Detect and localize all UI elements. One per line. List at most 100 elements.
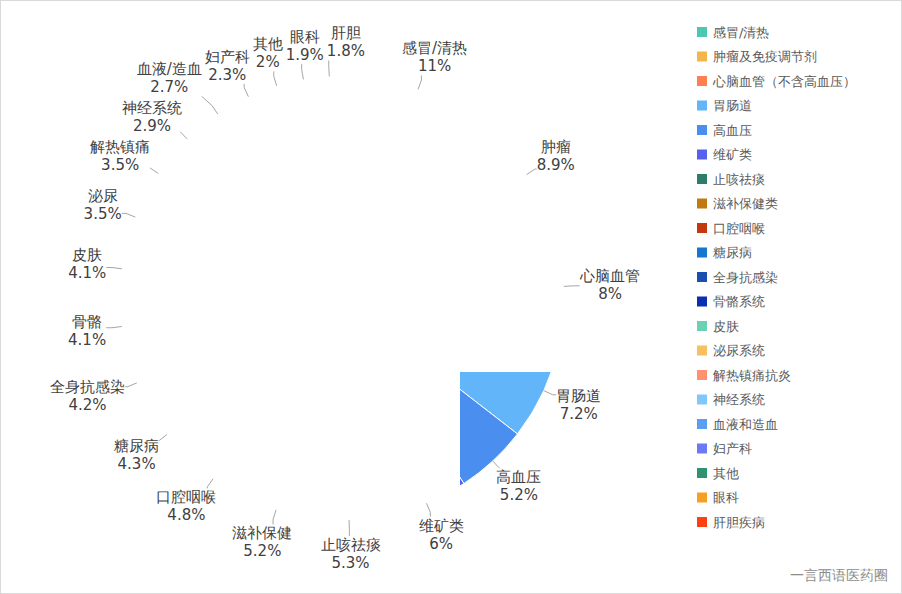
leader-lines — [106, 60, 580, 535]
data-label-value: 3.5% — [101, 156, 139, 174]
data-label: 血液/造血2.7% — [137, 60, 202, 96]
data-label: 全身抗感染4.2% — [50, 378, 125, 414]
data-label-value: 1.8% — [327, 42, 365, 60]
legend-label: 其他 — [713, 466, 739, 481]
leader-line — [150, 168, 158, 174]
data-label-value: 4.3% — [118, 455, 156, 473]
leader-line — [527, 169, 537, 175]
leader-line — [273, 510, 276, 524]
leader-line — [244, 84, 248, 97]
data-label-value: 2.7% — [150, 78, 188, 96]
data-label-name: 皮肤 — [72, 246, 102, 264]
data-label-value: 7.2% — [560, 405, 598, 423]
watermark: 一言西语医药圈 — [790, 567, 888, 583]
data-labels: 感冒/清热11%肿瘤8.9%心脑血管8%胃肠道7.2%高血压5.2%维矿类6%止… — [50, 24, 640, 571]
legend-label: 感冒/清热 — [713, 25, 769, 40]
data-label: 其他2% — [253, 35, 283, 71]
data-label-name: 滋补保健 — [232, 524, 292, 542]
legend-label: 肝胆疾病 — [713, 515, 765, 530]
legend-swatch — [697, 174, 707, 184]
leader-line — [106, 326, 122, 327]
legend-item: 肿瘤及免疫调节剂 — [697, 49, 817, 64]
legend-swatch — [697, 321, 707, 331]
data-label: 糖尿病4.3% — [114, 437, 159, 473]
data-label: 眼科1.9% — [286, 28, 324, 64]
data-label-value: 4.1% — [68, 331, 106, 349]
leader-line — [122, 213, 136, 217]
leader-line — [418, 75, 421, 89]
legend-item: 止咳祛痰 — [697, 172, 765, 187]
leader-line — [349, 520, 350, 536]
data-label-value: 11% — [418, 57, 451, 75]
pie — [460, 372, 564, 520]
legend-label: 高血压 — [713, 123, 752, 138]
leader-line — [544, 391, 556, 395]
legend-item: 全身抗感染 — [697, 270, 778, 285]
legend-swatch — [697, 517, 707, 527]
data-label-value: 4.1% — [68, 264, 106, 282]
legend-swatch — [697, 150, 707, 160]
leader-line — [106, 268, 122, 269]
legend-swatch — [697, 419, 707, 429]
legend-label: 肿瘤及免疫调节剂 — [713, 49, 817, 64]
legend-item: 维矿类 — [697, 147, 752, 162]
legend-label: 神经系统 — [713, 392, 765, 407]
slice — [460, 372, 517, 484]
legend-label: 维矿类 — [713, 147, 752, 162]
legend-item: 骨骼系统 — [697, 294, 765, 309]
data-label: 妇产科2.3% — [205, 48, 250, 84]
chart: 感冒/清热11%肿瘤8.9%心脑血管8%胃肠道7.2%高血压5.2%维矿类6%止… — [0, 0, 902, 594]
legend-item: 感冒/清热 — [697, 25, 769, 40]
data-label-name: 高血压 — [496, 468, 541, 486]
legend-label: 解热镇痛抗炎 — [713, 368, 791, 383]
legend-swatch — [697, 223, 707, 233]
data-label: 口腔咽喉4.8% — [156, 488, 216, 524]
legend-item: 高血压 — [697, 123, 752, 138]
data-label-value: 6% — [429, 535, 453, 553]
legend-label: 口腔咽喉 — [713, 221, 765, 236]
data-label-value: 5.2% — [243, 542, 281, 560]
legend-swatch — [697, 76, 707, 86]
data-label: 维矿类6% — [419, 517, 464, 553]
data-label: 神经系统2.9% — [122, 99, 182, 135]
legend-swatch — [697, 272, 707, 282]
data-label: 止咳祛痰5.3% — [321, 536, 381, 572]
data-label: 高血压5.2% — [496, 468, 541, 504]
data-label-name: 口腔咽喉 — [156, 488, 216, 506]
data-label-name: 妇产科 — [205, 48, 250, 66]
legend-swatch — [697, 444, 707, 454]
data-label: 感冒/清热11% — [402, 39, 467, 75]
legend-swatch — [697, 395, 707, 405]
data-label-value: 2.9% — [133, 117, 171, 135]
data-label-name: 泌尿 — [88, 187, 118, 205]
data-label-name: 糖尿病 — [114, 437, 159, 455]
legend-label: 皮肤 — [713, 319, 739, 334]
legend-item: 血液和造血 — [697, 417, 778, 432]
legend-item: 心脑血管（不含高血压） — [697, 74, 856, 89]
leader-line — [274, 71, 277, 85]
leader-line — [202, 96, 218, 114]
slice — [460, 372, 464, 516]
data-label-name: 感冒/清热 — [402, 39, 467, 57]
legend-swatch — [697, 468, 707, 478]
data-label-name: 全身抗感染 — [50, 378, 125, 396]
legend-swatch — [697, 27, 707, 37]
data-label-value: 1.9% — [286, 46, 324, 64]
data-label-name: 眼科 — [290, 28, 320, 46]
legend-swatch — [697, 346, 707, 356]
data-label: 肿瘤8.9% — [537, 138, 575, 174]
data-label: 皮肤4.1% — [68, 246, 106, 282]
data-label-value: 2.3% — [208, 66, 246, 84]
legend-label: 眼科 — [713, 490, 739, 505]
legend-item: 解热镇痛抗炎 — [697, 368, 791, 383]
legend-item: 口腔咽喉 — [697, 221, 765, 236]
legend-label: 妇产科 — [713, 441, 752, 456]
leader-line — [207, 479, 213, 489]
data-label: 胃肠道7.2% — [556, 387, 601, 423]
frame — [1, 1, 902, 594]
data-label-value: 8.9% — [537, 156, 575, 174]
data-label: 肝胆1.8% — [327, 24, 365, 60]
leader-line — [125, 383, 137, 387]
legend-swatch — [697, 493, 707, 503]
data-label: 解热镇痛3.5% — [90, 138, 150, 174]
